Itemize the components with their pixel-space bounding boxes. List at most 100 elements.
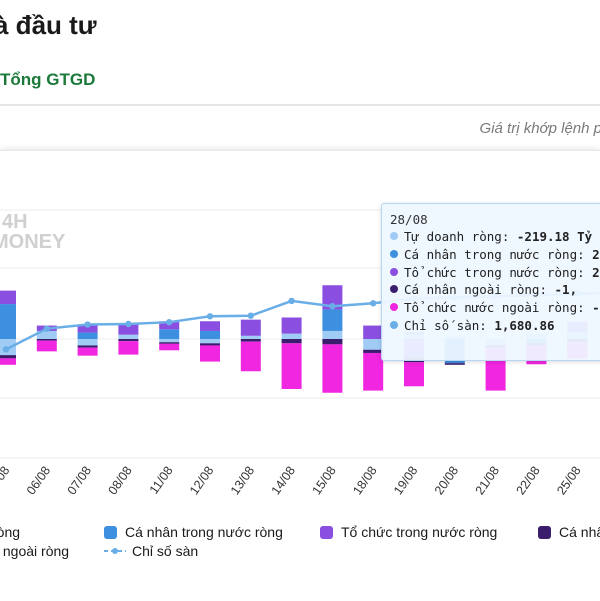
bar-segment[interactable] [159, 329, 180, 339]
legend-label: Cá nhâ [559, 524, 600, 540]
bar-segment[interactable] [0, 290, 16, 305]
bar-segment[interactable] [363, 349, 384, 353]
tooltip-value: 2,5 [592, 246, 600, 262]
legend-item[interactable]: Tổ chức trong nước ròng [320, 524, 497, 540]
tooltip-value: 20 [592, 264, 600, 280]
bar-segment[interactable] [240, 339, 261, 342]
bar-segment[interactable] [0, 355, 16, 359]
bar-segment[interactable] [444, 363, 465, 365]
bar-segment[interactable] [77, 347, 98, 356]
index-line-point[interactable] [370, 300, 377, 307]
x-axis-ticks: 08 06/08 07/08 08/08 11/08 12/08 13/08 14/08 15/… [0, 464, 584, 498]
x-tick-label: 08/08 [105, 464, 134, 498]
legend-item[interactable]: c ngoài ròng [0, 543, 69, 559]
bar-segment[interactable] [363, 339, 384, 350]
tooltip-label: Chỉ số sàn: [404, 318, 495, 333]
watermark-line2: MONEY [0, 231, 66, 253]
bar-segment[interactable] [322, 330, 343, 339]
chart-tooltip: 28/08 Tự doanh ròng: -219.18 Tỷ Cá nhân t… [381, 203, 600, 361]
bar-segment[interactable] [36, 339, 57, 341]
bar-segment[interactable] [322, 309, 343, 331]
legend-label: c ngoài ròng [0, 543, 70, 559]
bar-segment[interactable] [200, 339, 220, 344]
tooltip-label: Tổ chức nước ngoài ròng: [404, 300, 593, 316]
tooltip-value: -219.18 Tỷ [516, 229, 593, 244]
legend-item[interactable]: Cá nhâ [538, 524, 600, 540]
bar-segment[interactable] [200, 321, 220, 331]
bar-segment[interactable] [118, 339, 139, 342]
tooltip-label: Cá nhân trong nước ròng: [404, 246, 593, 262]
index-line-point[interactable] [206, 313, 214, 320]
bar-segment[interactable] [200, 345, 220, 362]
tab-total-trading-value[interactable]: Tổng GTGD [0, 70, 96, 89]
bar-segment[interactable] [118, 323, 139, 335]
bar-segment[interactable] [240, 341, 261, 372]
bar-segment[interactable] [77, 332, 98, 339]
index-line-point[interactable] [329, 303, 336, 310]
bar-segment[interactable] [118, 334, 139, 339]
legend-label: ròng [0, 524, 21, 540]
tab-underline [0, 104, 600, 106]
series-dot-icon [390, 303, 398, 312]
x-tick-label: 20/08 [432, 464, 461, 498]
bar-segment[interactable] [36, 330, 57, 339]
bar-segment[interactable] [322, 285, 343, 310]
series-dot-icon [390, 267, 398, 276]
index-line-point[interactable] [288, 297, 295, 305]
bar-segment[interactable] [281, 339, 302, 344]
legend-swatch-icon [104, 526, 117, 539]
index-line-point[interactable] [166, 318, 173, 326]
bar-segment[interactable] [363, 325, 384, 339]
bar-segment[interactable] [322, 339, 343, 345]
line-marker-icon [104, 548, 126, 554]
bar-segment[interactable] [118, 341, 139, 355]
bar-segment[interactable] [200, 330, 220, 339]
tooltip-value: 1,680.86 [494, 318, 555, 333]
x-tick-label: 11/08 [147, 464, 176, 497]
bar-segment[interactable] [240, 319, 261, 336]
tooltip-row: Tổ chức trong nước ròng: 20 [390, 265, 600, 280]
bar-segment[interactable] [0, 304, 16, 339]
legend-item[interactable]: Chỉ số sàn [104, 543, 198, 559]
bar-segment[interactable] [404, 362, 424, 387]
bar-segment[interactable] [36, 340, 57, 352]
tooltip-label: Tự doanh ròng: [404, 229, 517, 244]
legend-label: Chỉ số sàn [132, 543, 199, 559]
legend-item[interactable]: Cá nhân trong nước ròng [104, 524, 283, 540]
index-line-point[interactable] [2, 346, 10, 353]
bar-segment[interactable] [159, 339, 180, 343]
series-dot-icon [390, 285, 398, 294]
bar-segment[interactable] [77, 345, 98, 348]
series-dot-icon [390, 249, 398, 258]
series-dot-icon [390, 232, 398, 240]
bar-segment[interactable] [77, 324, 98, 333]
bar-segment[interactable] [0, 358, 16, 365]
index-line-point[interactable] [125, 320, 132, 328]
legend-swatch-icon [320, 526, 333, 539]
legend-item[interactable]: ròng [0, 524, 20, 540]
tooltip-row: Tự doanh ròng: -219.18 Tỷ [390, 229, 592, 244]
index-line-point[interactable] [84, 321, 91, 328]
index-line-point[interactable] [247, 312, 254, 319]
bar-segment[interactable] [322, 344, 343, 393]
bar-segment[interactable] [200, 343, 220, 346]
legend-label: Tổ chức trong nước ròng [341, 524, 498, 540]
bar-segment[interactable] [281, 317, 302, 334]
bar-segment[interactable] [363, 352, 384, 391]
index-line-point[interactable] [43, 325, 50, 332]
bar-segment[interactable] [159, 343, 180, 351]
bar-segment[interactable] [281, 333, 302, 339]
tooltip-date: 28/08 [390, 212, 428, 227]
tooltip-value: -1, [592, 300, 600, 316]
bar-segment[interactable] [159, 342, 180, 344]
bar-segment[interactable] [281, 343, 302, 389]
x-tick-label: 15/08 [309, 464, 338, 498]
legend-swatch-icon [538, 526, 551, 539]
x-tick-label: 18/08 [350, 464, 379, 498]
bar-segment[interactable] [77, 339, 98, 346]
bar-segment[interactable] [240, 335, 261, 339]
x-tick-label: 14/08 [269, 464, 298, 498]
x-tick-label: 06/08 [24, 464, 53, 498]
value-note: Giá trị khớp lệnh p [479, 120, 600, 137]
series-dot-icon [390, 321, 398, 329]
